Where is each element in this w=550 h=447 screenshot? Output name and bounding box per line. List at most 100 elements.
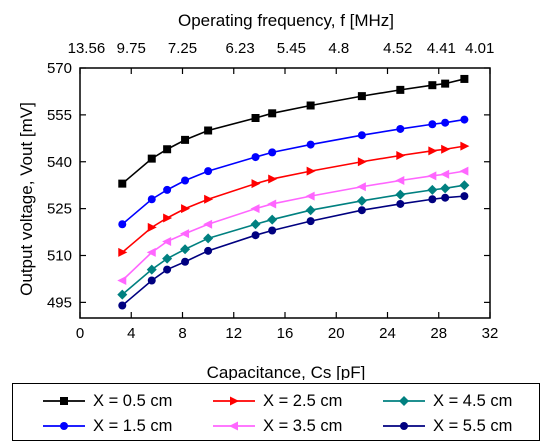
data-point-circle (147, 276, 156, 285)
data-point-square (251, 114, 260, 122)
data-point-triangle (305, 191, 315, 201)
data-point-triangle (440, 169, 450, 179)
data-point-triangle (250, 204, 260, 214)
y-tick-label: 510 (47, 248, 72, 265)
data-point-triangle (441, 144, 451, 154)
data-point-diamond (146, 264, 157, 275)
data-point-triangle (427, 171, 437, 181)
legend-swatch-blue-circle (43, 422, 85, 430)
x-tick-label: 4 (127, 325, 135, 342)
top-tick-label: 5.45 (277, 40, 306, 57)
data-point-square (147, 154, 156, 163)
data-point-circle (268, 226, 277, 235)
y-axis-title: Output voltage, Vout [mV] (17, 102, 36, 296)
data-point-circle (460, 115, 469, 124)
legend-item: X = 4.5 cm (381, 388, 512, 414)
data-point-circle (400, 422, 408, 430)
data-point-circle (357, 206, 366, 215)
legend: X = 0.5 cm X = 1.5 cm X = 2.5 cm X = 3.5… (12, 383, 540, 441)
data-point-triangle (268, 174, 278, 184)
data-point-triangle (460, 141, 470, 151)
data-point-circle (181, 176, 190, 185)
legend-label: X = 2.5 cm (263, 391, 343, 410)
data-point-circle (396, 199, 405, 208)
data-point-diamond (180, 244, 191, 255)
data-point-triangle (395, 176, 405, 185)
data-point-diamond (267, 214, 278, 225)
data-point-square (118, 179, 127, 188)
data-point-square (396, 85, 405, 94)
data-point-circle (251, 231, 260, 240)
data-point-triangle (117, 276, 127, 285)
top-tick-label: 4.52 (383, 40, 412, 57)
data-point-circle (147, 195, 156, 204)
x-tick-label: 32 (482, 325, 499, 342)
y-tick-label: 495 (47, 294, 72, 311)
data-point-triangle (147, 222, 157, 232)
data-point-triangle (230, 396, 239, 406)
data-point-square (268, 109, 277, 118)
data-point-circle (60, 422, 68, 430)
data-point-triangle (459, 166, 469, 176)
legend-label: X = 0.5 cm (93, 391, 173, 410)
data-point-diamond (440, 183, 451, 194)
legend-swatch-red-triangle (213, 396, 255, 406)
data-point-diamond (459, 180, 470, 191)
data-point-triangle (229, 421, 238, 431)
y-tick-label: 570 (47, 60, 72, 77)
legend-label: X = 4.5 cm (433, 391, 513, 410)
x-tick-label: 16 (277, 325, 294, 342)
data-point-triangle (306, 166, 316, 176)
data-point-circle (460, 192, 469, 201)
series-line (121, 195, 465, 307)
data-point-diamond (399, 396, 409, 406)
data-point-circle (396, 124, 405, 133)
data-point-square (181, 135, 190, 144)
top-tick-label: 7.25 (168, 40, 197, 57)
data-point-triangle (267, 199, 277, 209)
chart: Operating frequency, f [MHz] Capacitance… (17, 11, 498, 380)
legend-swatch-navy-circle (383, 422, 425, 430)
x-tick-label: 20 (328, 325, 345, 342)
data-point-circle (251, 153, 260, 162)
data-point-circle (441, 193, 450, 202)
data-point-circle (204, 246, 213, 255)
series-line (121, 78, 465, 185)
data-point-square (460, 74, 469, 83)
x-axis-title: Capacitance, Cs [pF] (207, 363, 366, 380)
data-point-triangle (396, 151, 406, 160)
data-point-diamond (117, 289, 128, 300)
data-point-circle (163, 185, 172, 194)
data-point-circle (428, 195, 437, 204)
data-point-circle (306, 217, 315, 226)
data-point-square (357, 92, 366, 101)
top-tick-label: 13.56 (68, 40, 106, 57)
data-point-triangle (204, 194, 214, 204)
data-point-diamond (305, 205, 316, 216)
legend-item: X = 5.5 cm (381, 413, 512, 439)
top-tick-label: 4.01 (465, 40, 494, 57)
data-point-triangle (251, 179, 261, 189)
data-point-diamond (162, 253, 173, 264)
data-point-square (60, 397, 68, 405)
data-point-square (428, 81, 437, 90)
data-point-circle (181, 257, 190, 266)
data-point-circle (306, 140, 315, 149)
legend-item: X = 1.5 cm (41, 413, 172, 439)
data-point-triangle (181, 204, 191, 214)
data-point-diamond (427, 184, 438, 195)
data-point-square (204, 126, 213, 135)
x-tick-label: 12 (225, 325, 242, 342)
series-line (121, 118, 465, 225)
data-point-circle (163, 265, 172, 274)
data-point-diamond (203, 233, 214, 244)
top-tick-label: 6.23 (226, 40, 255, 57)
y-tick-label: 555 (47, 107, 72, 124)
data-point-circle (268, 148, 277, 157)
x-tick-label: 0 (76, 325, 84, 342)
plot-area: 0 4 8 12 16 20 24 28 32 495 510 525 540 555 570 13.56 9.… (47, 40, 498, 342)
data-point-circle (118, 220, 127, 229)
x-tick-label: 24 (379, 325, 396, 342)
y-tick-label: 525 (47, 201, 72, 218)
legend-item: X = 0.5 cm (41, 388, 172, 414)
